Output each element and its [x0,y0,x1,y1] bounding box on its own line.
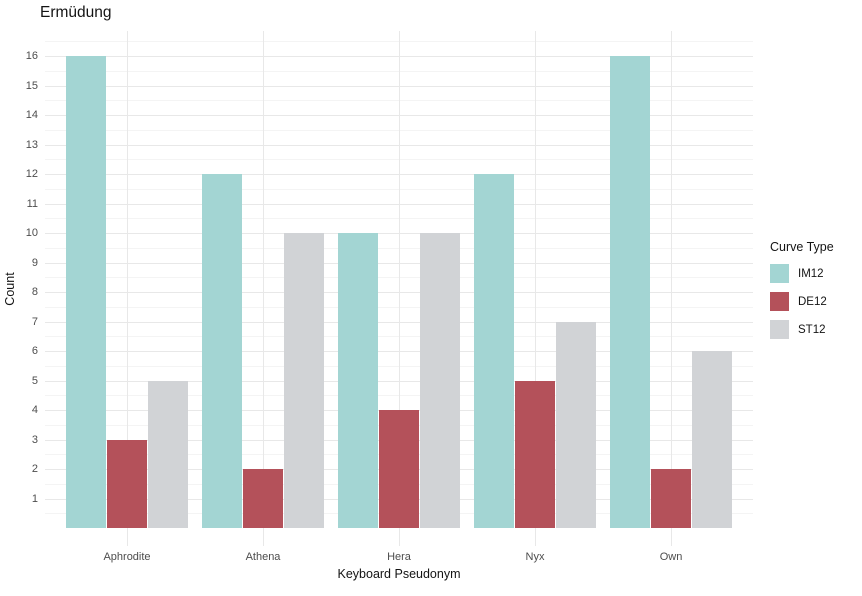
y-tick-label: 7 [31,315,38,328]
y-tick-label: 16 [25,50,38,62]
legend-items: IM12 DE12 ST12 [770,264,860,339]
legend-label: IM12 [798,267,824,280]
bar-ST12-Nyx [556,321,596,528]
plot-panel [45,31,753,546]
legend-item-de12: DE12 [770,292,860,311]
x-axis-title: Keyboard Pseudonym [337,567,461,581]
bar-DE12-Nyx [515,380,555,528]
y-tick-label: 3 [31,433,38,446]
y-tick-label: 10 [25,227,38,239]
y-tick-label: 11 [26,197,38,210]
bar-DE12-Hera [379,410,419,528]
x-tick-label-own: Own [659,551,683,563]
x-tick-label-nyx: Nyx [525,551,545,563]
legend-swatch-st12 [770,320,789,339]
legend: Curve Type IM12 DE12 ST12 [770,240,860,348]
y-tick-label: 2 [31,463,38,475]
bar-DE12-Athena [243,469,283,528]
y-tick-label: 8 [31,286,38,298]
bar-IM12-Aphrodite [66,56,106,528]
bar-DE12-Own [651,469,691,528]
bar-ST12-Own [692,351,732,528]
major-gridline-v [399,31,400,546]
major-gridline-v [127,31,128,546]
y-tick-label: 12 [25,168,38,180]
x-tick-label-athena: Athena [245,551,281,563]
bar-ST12-Athena [284,233,324,528]
major-gridline-v [263,31,264,546]
chart-title: Ermüdung [40,4,112,21]
bar-ST12-Hera [420,233,460,528]
bar-IM12-Nyx [474,174,514,528]
bar-IM12-Hera [338,233,378,528]
bar-IM12-Athena [202,174,242,528]
bar-DE12-Aphrodite [107,439,147,528]
y-tick-label: 15 [25,79,38,92]
legend-swatch-im12 [770,264,789,283]
legend-label: DE12 [798,295,827,308]
bar-IM12-Own [610,56,650,528]
x-tick-label-hera: Hera [387,551,411,563]
y-tick-label: 13 [25,138,38,151]
legend-title: Curve Type [770,240,834,254]
major-gridline-v [671,31,672,546]
y-tick-label: 5 [31,374,38,387]
y-tick-label: 1 [31,492,38,505]
y-tick-label: 14 [25,109,38,121]
legend-item-im12: IM12 [770,264,860,283]
legend-label: ST12 [798,323,826,336]
x-tick-label-aphrodite: Aphrodite [103,551,151,563]
bar-ST12-Aphrodite [148,380,188,528]
y-tick-label: 4 [31,404,38,416]
legend-swatch-de12 [770,292,789,311]
y-tick-label: 6 [31,345,38,357]
y-tick-label: 9 [31,256,38,269]
major-gridline-v [535,31,536,546]
legend-item-st12: ST12 [770,320,860,339]
